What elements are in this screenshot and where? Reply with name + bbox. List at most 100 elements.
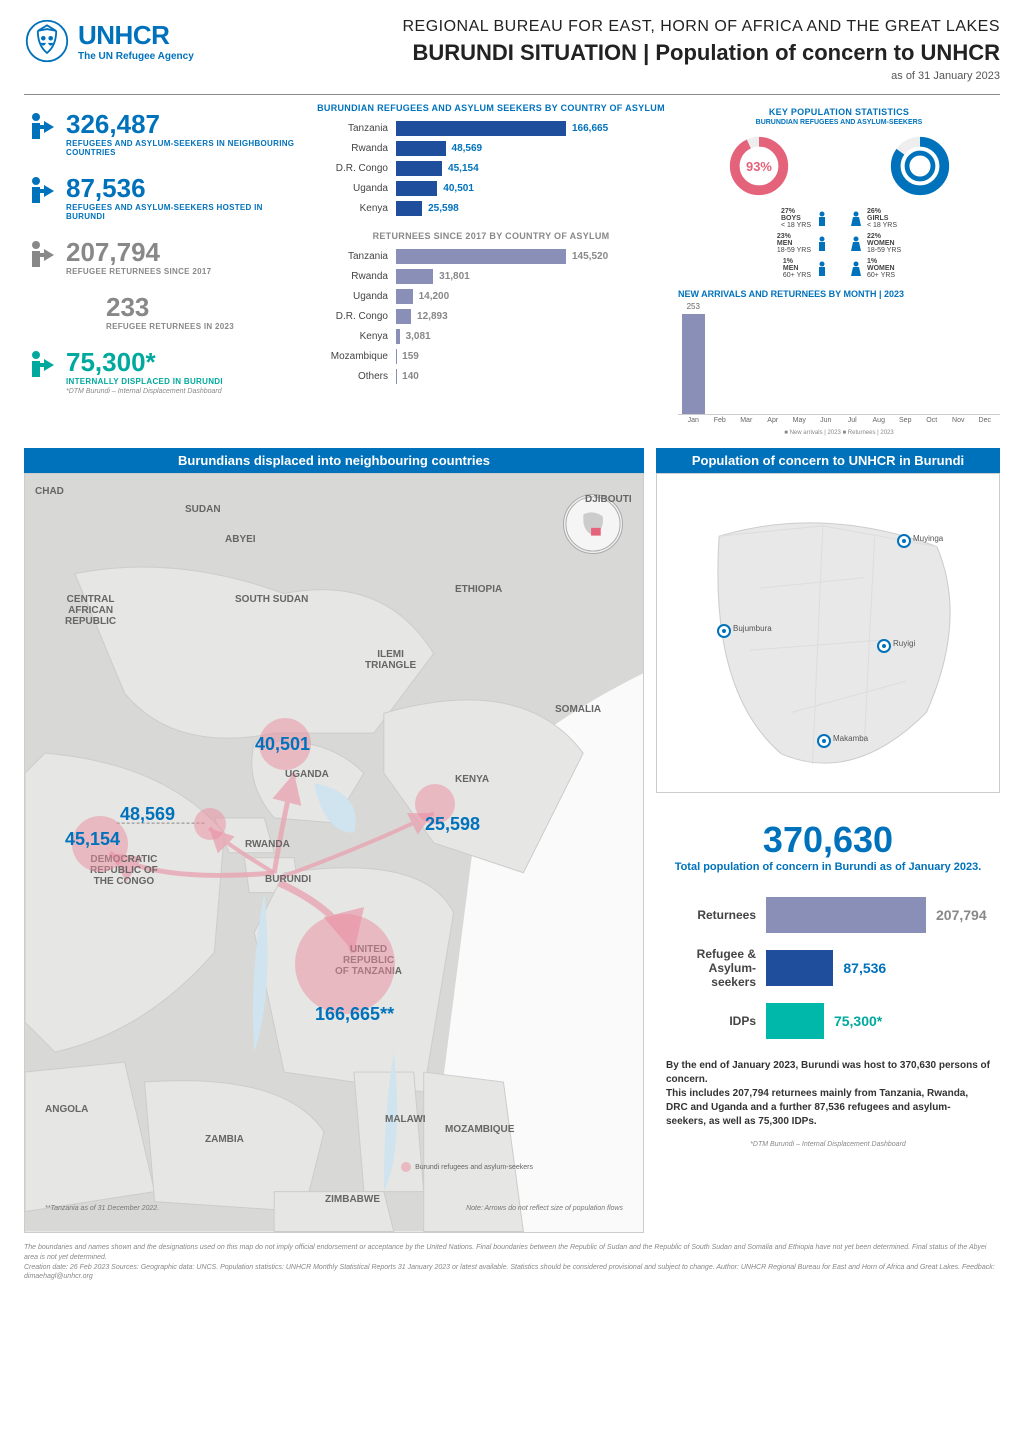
bar-fill [396, 201, 422, 216]
right-lower: 370,630 Total population of concern in B… [656, 793, 1000, 1166]
city-marker: Ruyigi [877, 639, 891, 656]
city-marker: Makamba [817, 734, 831, 751]
logo-text: UNHCR The UN Refugee Agency [78, 20, 194, 62]
person-icon [815, 261, 829, 277]
bar-fill [396, 121, 566, 136]
donut-row: 93% [678, 132, 1000, 200]
refugees-bar-chart: Tanzania166,665Rwanda48,569D.R. Congo45,… [316, 121, 666, 216]
bar-row: Kenya25,598 [316, 201, 666, 216]
person-icon [815, 236, 829, 252]
returnees-bar-chart: Tanzania145,520Rwanda31,801Uganda14,200D… [316, 249, 666, 384]
city-name: Bujumbura [733, 624, 772, 633]
pop-bar-fill [766, 897, 926, 933]
map-footnote-1: **Tanzania as of 31 December 2022. [45, 1205, 159, 1212]
bar-fill [396, 289, 413, 304]
header: UNHCR The UN Refugee Agency REGIONAL BUR… [24, 18, 1000, 95]
stat-label: REFUGEE RETURNEES SINCE 2017 [66, 267, 211, 276]
month-label: Oct [921, 417, 944, 424]
burundi-map: Muyinga Bujumbura Ruyigi Makamba [656, 473, 1000, 793]
stat-item: 75,300*INTERNALLY DISPLACED IN BURUNDI*D… [24, 349, 304, 395]
bar-fill [396, 249, 566, 264]
bubble-value: 48,569 [120, 804, 175, 825]
month-bar-value: 253 [687, 302, 700, 311]
pin-icon [877, 639, 891, 653]
map-right-panel: Population of concern to UNHCR in Burund… [656, 448, 1000, 1233]
pop-bar-value: 87,536 [833, 960, 886, 976]
person-arrow-icon [24, 175, 56, 207]
bar-value: 159 [396, 351, 419, 362]
bar-label: Rwanda [316, 143, 396, 154]
bar-value: 25,598 [422, 203, 459, 214]
pop-bar-value: 75,300* [824, 1013, 882, 1029]
logo-block: UNHCR The UN Refugee Agency [24, 18, 194, 64]
person-icon [849, 211, 863, 227]
person-arrow-icon [24, 111, 56, 143]
bar-row: Rwanda31,801 [316, 269, 666, 284]
regional-map: Burundi refugees and asylum-seekers **Ta… [24, 473, 644, 1233]
pop-bar-row: Returnees207,794 [666, 897, 990, 933]
bar-value: 140 [396, 371, 419, 382]
keystats-title: KEY POPULATION STATISTICS [678, 107, 1000, 117]
pin-icon [717, 624, 731, 638]
bubble-value: 40,501 [255, 734, 310, 755]
city-marker: Muyinga [897, 534, 911, 551]
bar-fill [396, 181, 437, 196]
month-label: Mar [735, 417, 758, 424]
bar-fill [396, 161, 442, 176]
month-label: May [788, 417, 811, 424]
monthly-title: NEW ARRIVALS AND RETURNEES BY MONTH | 20… [678, 289, 1000, 299]
map-right-title: Population of concern to UNHCR in Burund… [656, 448, 1000, 473]
pop-bar-fill [766, 950, 833, 986]
bubble-value: 45,154 [65, 829, 120, 850]
demo-row: 1%MEN60+ YRS1%WOMEN60+ YRS [678, 258, 1000, 279]
bar-row: D.R. Congo 12,893 [316, 309, 666, 324]
page: UNHCR The UN Refugee Agency REGIONAL BUR… [0, 0, 1024, 1300]
month-label: Feb [709, 417, 732, 424]
footer-disclaimer: The boundaries and names shown and the d… [24, 1243, 1000, 1263]
pop-bar-label: Returnees [666, 908, 766, 922]
month-label: Aug [868, 417, 891, 424]
title-block: REGIONAL BUREAU FOR EAST, HORN OF AFRICA… [210, 18, 1000, 82]
bar-value: 45,154 [442, 163, 479, 174]
bar-label: Kenya [316, 331, 396, 342]
bar-label: D.R. Congo [316, 163, 396, 174]
stat-item: 87,536REFUGEES AND ASYLUM-SEEKERS HOSTED… [24, 175, 304, 221]
center-charts: BURUNDIAN REFUGEES AND ASYLUM SEEKERS BY… [316, 103, 666, 436]
pin-icon [897, 534, 911, 548]
bar-row: Others140 [316, 369, 666, 384]
bar-value: 40,501 [437, 183, 474, 194]
bar-label: Mozambique [316, 351, 396, 362]
month-label: Sep [894, 417, 917, 424]
pin-icon [817, 734, 831, 748]
bar-label: Tanzania [316, 123, 396, 134]
bar-value: 166,665 [566, 123, 608, 134]
page-title: BURUNDI SITUATION | Population of concer… [210, 40, 1000, 66]
bubble-value: 166,665** [315, 1004, 394, 1025]
bar-label: Others [316, 371, 396, 382]
person-icon [815, 211, 829, 227]
bar-value: 145,520 [566, 251, 608, 262]
returnees-chart-title: RETURNEES SINCE 2017 BY COUNTRY OF ASYLU… [316, 231, 666, 241]
total-value: 370,630 [666, 819, 990, 861]
bar-row: Kenya 3,081 [316, 329, 666, 344]
map-bubble-legend: Burundi refugees and asylum-seekers [401, 1162, 533, 1172]
refugees-chart-title: BURUNDIAN REFUGEES AND ASYLUM SEEKERS BY… [316, 103, 666, 113]
map-footnote-2: Note: Arrows do not reflect size of popu… [463, 1205, 623, 1212]
bar-fill [396, 141, 446, 156]
pop-bar-row: IDPs75,300* [666, 1003, 990, 1039]
footer: The boundaries and names shown and the d… [24, 1243, 1000, 1282]
person-arrow-icon [24, 239, 56, 271]
top-grid: 326,487REFUGEES AND ASYLUM-SEEKERS IN NE… [24, 103, 1000, 436]
stat-value: 233 [106, 294, 234, 320]
bar-value: 12,893 [411, 311, 448, 322]
donut-chart-1: 93% [725, 132, 793, 200]
bar-fill [396, 309, 411, 324]
org-name: UNHCR [78, 20, 194, 51]
asof-date: as of 31 January 2023 [210, 70, 1000, 82]
population-bars: Returnees207,794Refugee & Asylum-seekers… [666, 897, 990, 1039]
bar-label: D.R. Congo [316, 311, 396, 322]
bar-value: 3,081 [400, 331, 431, 342]
city-name: Muyinga [913, 534, 943, 543]
bar-row: Mozambique159 [316, 349, 666, 364]
population-bubble [194, 808, 226, 840]
